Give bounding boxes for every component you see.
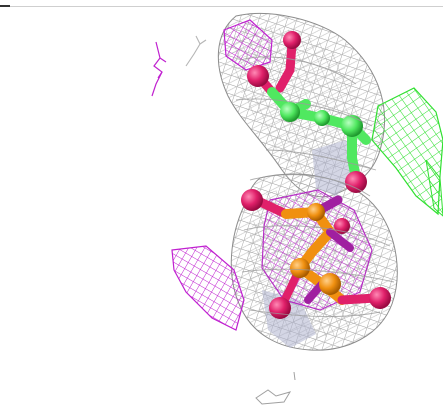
stray-mesh-left-magenta (151, 41, 167, 97)
ligand-orange-fragment (241, 171, 391, 319)
density-mesh-magenta-left (171, 245, 245, 331)
density-mesh-green (371, 87, 443, 217)
density-mesh-magenta-top (223, 19, 273, 71)
mesh-overlay-lines (235, 56, 395, 317)
stray-mesh-left-grey (185, 35, 207, 67)
corner-tick (0, 5, 10, 7)
stray-mesh-bottom (255, 371, 296, 405)
top-border (0, 0, 443, 7)
